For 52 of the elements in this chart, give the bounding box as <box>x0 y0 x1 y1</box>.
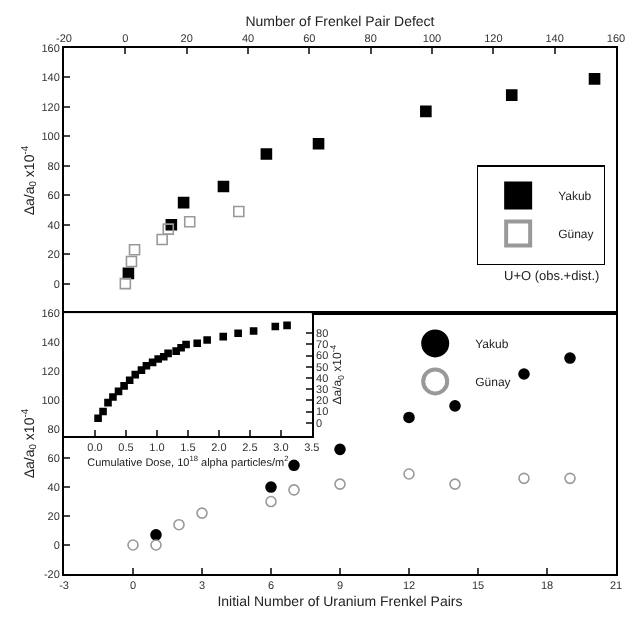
point <box>104 398 112 407</box>
point <box>233 205 245 218</box>
point <box>564 472 576 485</box>
point <box>288 484 300 496</box>
point <box>162 223 175 235</box>
point <box>564 352 576 364</box>
point <box>154 355 162 363</box>
point <box>125 255 138 268</box>
point <box>260 148 273 160</box>
point <box>128 243 141 256</box>
point <box>449 478 461 490</box>
point <box>196 507 208 519</box>
point <box>403 411 415 424</box>
point <box>94 414 102 423</box>
point <box>265 495 277 508</box>
point <box>449 400 461 412</box>
point <box>420 105 432 118</box>
point <box>173 518 185 531</box>
point <box>588 73 601 85</box>
point <box>156 233 168 246</box>
point <box>193 339 202 348</box>
point <box>183 216 196 228</box>
point <box>119 277 132 290</box>
point <box>505 89 518 101</box>
point <box>99 407 107 416</box>
point <box>142 361 151 370</box>
point <box>217 180 230 193</box>
point <box>265 481 277 493</box>
point <box>334 443 346 456</box>
point <box>150 529 162 541</box>
point <box>518 472 530 485</box>
point <box>312 137 325 150</box>
point <box>182 340 190 349</box>
point <box>203 336 211 344</box>
point <box>150 539 162 551</box>
point <box>403 468 415 480</box>
point <box>164 349 172 358</box>
point <box>288 459 300 472</box>
point <box>249 327 258 335</box>
point <box>219 332 228 341</box>
point <box>283 321 291 330</box>
point <box>131 370 140 379</box>
point <box>177 196 190 209</box>
point <box>518 368 530 380</box>
point <box>125 376 134 385</box>
point <box>109 393 117 401</box>
point <box>127 539 139 551</box>
point <box>177 343 185 352</box>
point <box>120 382 128 390</box>
point <box>334 478 346 490</box>
point <box>271 322 280 331</box>
point <box>234 329 242 338</box>
